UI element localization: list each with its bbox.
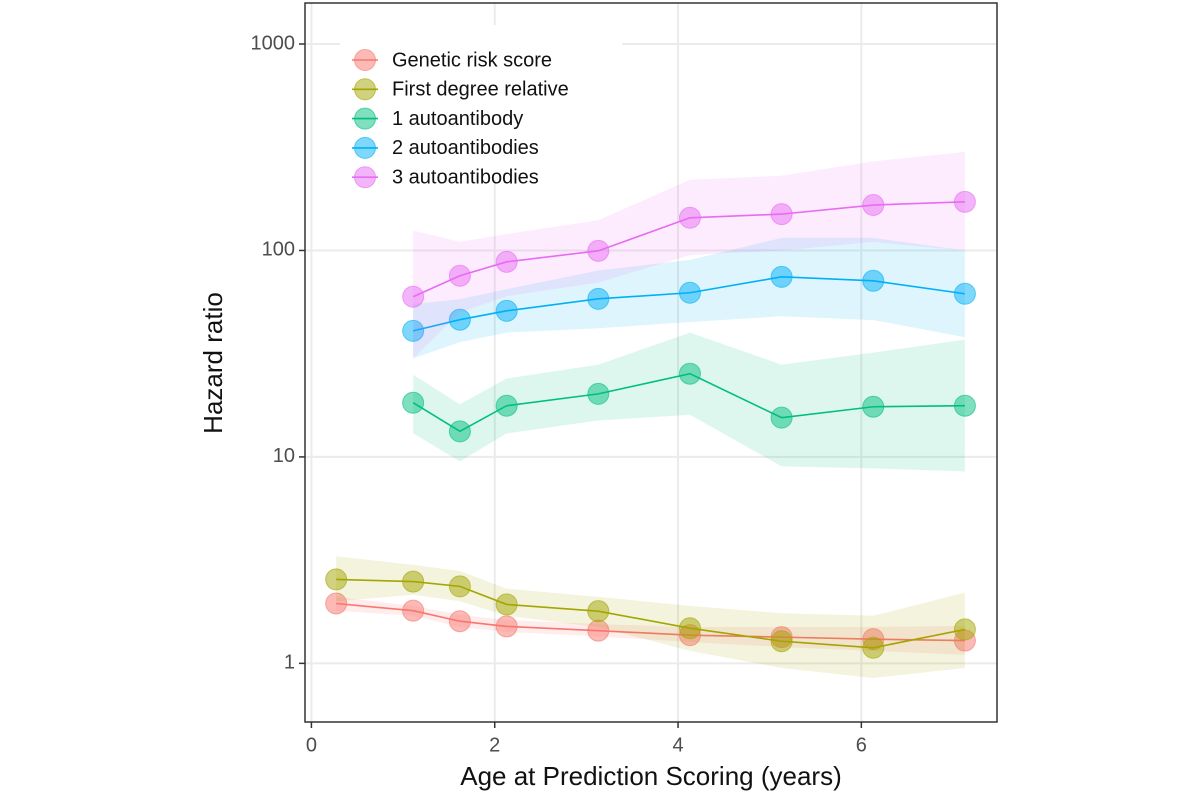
plot-border [304,2,998,723]
data-point [678,206,701,229]
data-point [402,599,425,622]
legend-marker [354,136,376,159]
legend: Genetic risk score First degree relative 1… [340,25,622,188]
data-point [495,299,518,322]
data-point [953,618,976,641]
data-point [495,615,518,638]
legend-label: 1 autoantibody [392,108,523,130]
data-point [953,190,976,213]
data-point [678,617,701,640]
data-point [770,406,793,429]
confidence-band [413,332,965,472]
data-point [448,575,471,598]
legend-label: Genetic risk score [392,49,552,71]
x-tick-label: 4 [672,734,683,756]
data-point [953,282,976,305]
data-point [862,395,885,418]
data-point [448,308,471,331]
data-point [495,250,518,273]
data-point [678,281,701,304]
data-point [325,568,348,591]
data-point [448,610,471,633]
legend-marker [354,107,376,130]
data-point [770,265,793,288]
data-point [953,394,976,417]
legend-label: First degree relative [392,79,569,101]
data-point [325,592,348,615]
data-point [587,600,610,623]
data-point [862,636,885,659]
legend-marker [354,166,376,189]
y-tick-label: 1000 [251,32,296,54]
data-point [770,203,793,226]
legend-marker [354,49,376,71]
data-point [587,239,610,262]
legend-background [340,25,622,180]
legend-marker [354,78,376,101]
x-tick-label: 6 [856,734,867,756]
data-point [587,382,610,405]
data-point [587,287,610,310]
confidence-band [413,151,965,359]
confidence-band [336,556,965,678]
y-axis-title: Hazard ratio [198,292,228,434]
data-point [495,593,518,616]
data-point [678,362,701,385]
data-point [495,394,518,417]
y-tick-label: 100 [262,239,295,261]
y-tick-label: 10 [273,445,295,467]
x-tick-label: 2 [489,734,500,756]
data-point [402,285,425,308]
data-point [448,420,471,443]
confidence-band [336,596,965,655]
y-tick-label: 1 [284,652,295,674]
legend-label: 3 autoantibodies [392,166,539,188]
x-axis-title: Age at Prediction Scoring (years) [460,761,842,791]
x-tick-label: 0 [306,734,317,756]
legend-label: 2 autoantibodies [392,137,539,159]
data-point [862,194,885,217]
data-point [402,319,425,342]
data-point [448,264,471,287]
data-point [402,570,425,593]
data-point [862,269,885,292]
data-point [402,391,425,414]
data-point [770,630,793,653]
